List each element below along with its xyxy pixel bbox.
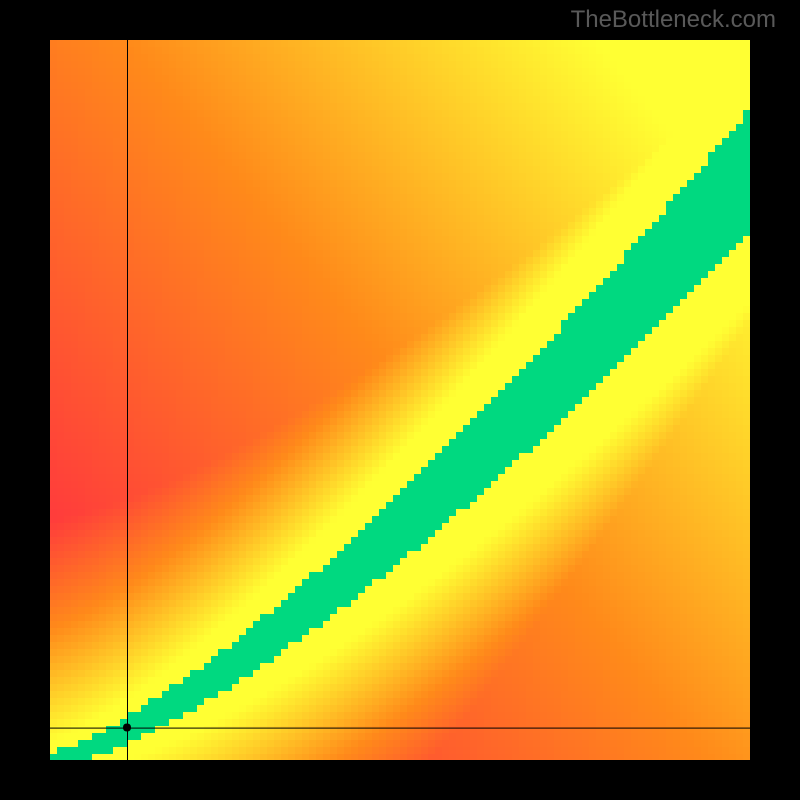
heatmap-canvas — [50, 40, 750, 760]
watermark-text: TheBottleneck.com — [571, 6, 776, 34]
chart-container: TheBottleneck.com — [0, 0, 800, 800]
heatmap-plot — [50, 40, 750, 760]
